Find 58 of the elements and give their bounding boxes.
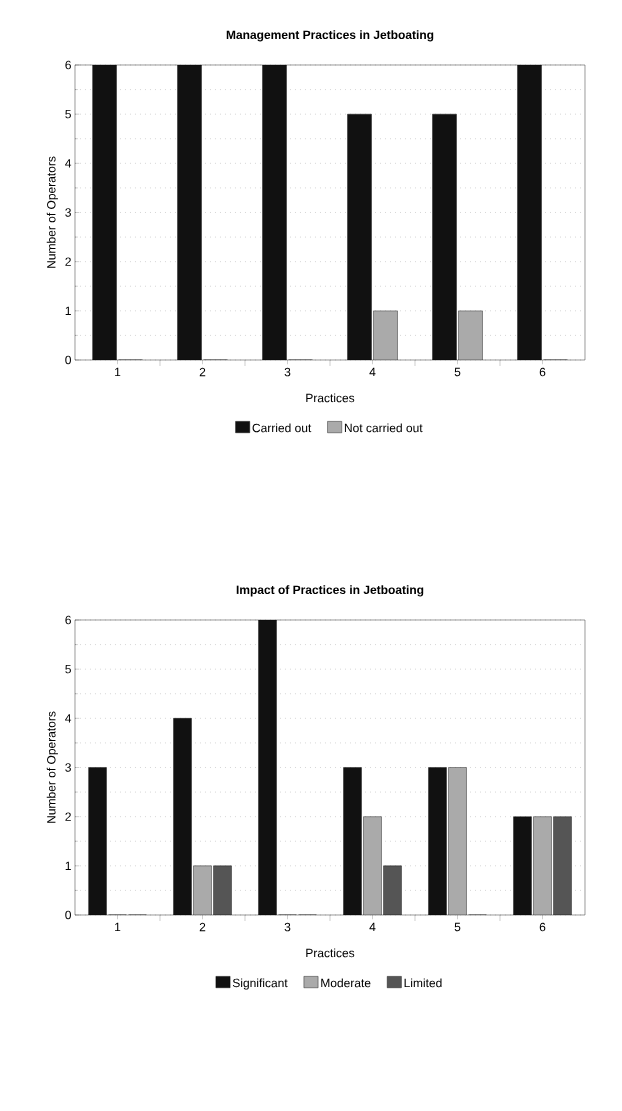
- y-tick-label: 4: [65, 714, 72, 723]
- bar: [513, 816, 532, 915]
- bar: [92, 64, 117, 360]
- bar: [173, 718, 192, 915]
- y-tick-label: 2: [65, 812, 71, 821]
- y-tick-label: 2: [65, 257, 71, 266]
- bar: [383, 865, 402, 915]
- bar: [432, 113, 457, 360]
- x-tick-label: 1: [115, 367, 121, 377]
- y-axis-title: Number of Operators: [46, 156, 58, 268]
- bar: [177, 64, 202, 360]
- y-tick-label: 0: [65, 355, 71, 365]
- y-tick-label: 3: [65, 208, 71, 217]
- x-tick-label: 5: [454, 367, 461, 377]
- x-tick-label: 3: [284, 922, 291, 932]
- x-tick-label: 6: [539, 367, 546, 377]
- y-tick-label: 5: [65, 109, 71, 119]
- bar: [343, 767, 362, 915]
- legend-label: Carried out: [252, 423, 312, 433]
- chart-title: Management Practices in Jetboating: [226, 30, 434, 42]
- y-tick-label: 6: [65, 60, 71, 70]
- y-tick-label: 1: [65, 306, 71, 315]
- bar: [428, 767, 447, 915]
- bar: [347, 113, 372, 360]
- bar: [262, 64, 287, 360]
- bar: [517, 64, 542, 360]
- x-tick-label: 1: [115, 922, 121, 932]
- legend-label: Moderate: [321, 978, 371, 988]
- legend-label: Not carried out: [344, 423, 423, 433]
- y-tick-label: 5: [65, 664, 71, 674]
- bar: [448, 767, 467, 915]
- bar: [213, 865, 232, 915]
- y-axis-title: Number of Operators: [46, 711, 58, 823]
- bar: [88, 767, 107, 915]
- y-tick-label: 6: [65, 615, 71, 625]
- y-tick-label: 0: [65, 910, 71, 920]
- legend-label: Limited: [404, 978, 442, 988]
- bar: [373, 310, 398, 360]
- x-tick-label: 6: [539, 922, 546, 932]
- y-tick-label: 1: [65, 861, 71, 870]
- x-tick-label: 2: [199, 922, 206, 932]
- bar: [553, 816, 572, 915]
- bar: [363, 816, 382, 915]
- bar: [258, 620, 277, 915]
- x-axis-title: Practices: [306, 948, 355, 958]
- x-tick-label: 2: [199, 367, 206, 377]
- bar: [193, 865, 212, 915]
- bar: [533, 816, 552, 915]
- y-tick-label: 3: [65, 763, 71, 772]
- x-tick-label: 4: [369, 367, 376, 377]
- x-tick-label: 4: [369, 922, 376, 932]
- x-axis-title: Practices: [306, 393, 355, 403]
- x-tick-label: 5: [454, 922, 461, 932]
- chart-title: Impact of Practices in Jetboating: [236, 585, 424, 597]
- x-tick-label: 3: [284, 367, 291, 377]
- legend-label: Significant: [232, 978, 288, 990]
- y-tick-label: 4: [65, 159, 72, 168]
- bar: [458, 310, 483, 360]
